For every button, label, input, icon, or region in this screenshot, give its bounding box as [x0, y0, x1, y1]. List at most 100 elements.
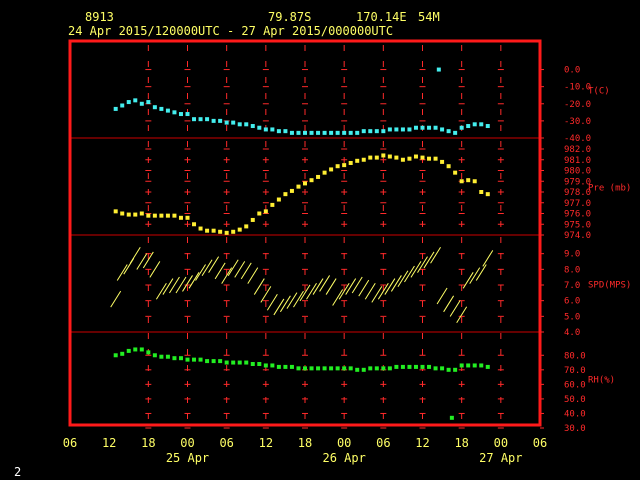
temperature-point: [198, 117, 203, 122]
temperature-point: [224, 120, 229, 125]
x-tick-label: 12: [415, 436, 429, 450]
pressure-point: [407, 156, 412, 161]
wind-point: [155, 283, 167, 300]
pressure-point: [420, 155, 425, 160]
wind-point: [201, 259, 213, 277]
pressure-point: [453, 170, 458, 175]
wind-point: [351, 276, 363, 294]
latitude: 79.87S: [268, 10, 311, 24]
temperature-point: [283, 129, 288, 134]
temperature-point: [178, 112, 183, 117]
temperature-point: [420, 125, 425, 130]
humidity-point: [126, 348, 131, 353]
temperature-point: [192, 117, 197, 122]
pressure-point: [185, 215, 190, 220]
temperature-point: [436, 67, 441, 72]
humidity-point: [413, 364, 418, 369]
page-number: 2: [14, 465, 21, 479]
temperature-point: [113, 106, 118, 111]
wind-point: [293, 290, 304, 308]
humidity-point: [263, 363, 268, 368]
wind-point: [286, 292, 298, 309]
humidity-point: [381, 366, 386, 371]
y-tick-label: 8.0: [564, 265, 580, 275]
temperature-point: [368, 129, 373, 134]
pressure-point: [146, 213, 151, 218]
temperature-point: [400, 127, 405, 132]
pressure-point: [413, 154, 418, 159]
temperature-point: [185, 112, 190, 117]
pressure-point: [303, 181, 307, 186]
temperature-point: [303, 130, 307, 135]
pressure-point: [152, 213, 157, 218]
wind-point: [116, 264, 128, 281]
y-tick-label: 6.0: [564, 297, 580, 307]
humidity-point: [283, 364, 288, 369]
y-tick-label: 4.0: [564, 328, 580, 338]
pressure-point: [361, 157, 366, 162]
wind-point: [430, 246, 441, 264]
y-tick-label: 977.0: [564, 199, 591, 209]
humidity-point: [152, 353, 157, 358]
temperature-point: [139, 101, 144, 106]
wind-point: [436, 287, 448, 305]
wind-point: [410, 261, 422, 278]
pressure-point: [165, 213, 170, 218]
wind-point: [195, 264, 206, 281]
pressure-point: [479, 190, 484, 194]
temperature-point: [211, 118, 216, 123]
pressure-point: [257, 211, 262, 216]
pressure-point: [178, 215, 183, 220]
temperature-point: [355, 130, 360, 135]
panel-label: RH(%): [588, 376, 615, 386]
y-tick-label: 60.0: [564, 380, 586, 390]
time-period: 24 Apr 2015/120000UTC - 27 Apr 2015/0000…: [68, 24, 393, 38]
pressure-point: [120, 211, 125, 216]
y-tick-label: 981.0: [564, 156, 591, 166]
humidity-point: [427, 364, 432, 369]
humidity-point: [211, 359, 216, 364]
plot-frame: [68, 39, 542, 427]
humidity-point: [453, 367, 458, 372]
pressure-point: [263, 209, 268, 214]
humidity-point: [224, 360, 229, 365]
panel-label: SPD(MPS): [588, 281, 631, 291]
x-tick-label: 06: [533, 436, 547, 450]
humidity-point: [296, 366, 301, 371]
wind-point: [266, 293, 278, 311]
temperature-point: [316, 130, 321, 135]
humidity-point: [133, 347, 138, 352]
temperature-point: [159, 106, 164, 111]
y-tick-label: 5.0: [564, 312, 580, 322]
humidity-point: [231, 360, 236, 365]
temperature-point: [479, 122, 484, 127]
station-id: 8913: [85, 10, 114, 24]
humidity-point: [449, 415, 454, 420]
humidity-point: [257, 362, 262, 366]
wind-point: [397, 270, 409, 287]
pressure-point: [250, 217, 255, 222]
wind-point: [482, 250, 494, 267]
plot-series: [110, 67, 494, 420]
temperature-point: [152, 105, 157, 110]
pressure-point: [113, 209, 118, 214]
wind-point: [371, 286, 383, 303]
wind-point: [312, 278, 324, 295]
temperature-point: [459, 125, 464, 130]
y-tick-label: 975.0: [564, 220, 591, 230]
wind-point: [417, 256, 428, 273]
temperature-point: [205, 117, 210, 122]
temperature-point: [133, 98, 138, 103]
pressure-point: [237, 227, 242, 232]
temperature-point: [218, 118, 223, 123]
temperature-point: [172, 110, 177, 115]
wind-point: [377, 283, 389, 300]
temperature-point: [394, 127, 399, 132]
humidity-point: [237, 360, 242, 365]
pressure-point: [139, 211, 144, 216]
wind-point: [214, 262, 226, 280]
x-tick-label: 18: [141, 436, 155, 450]
y-tick-label: 7.0: [564, 281, 580, 291]
temperature-point: [335, 130, 340, 135]
x-tick-label: 18: [454, 436, 468, 450]
